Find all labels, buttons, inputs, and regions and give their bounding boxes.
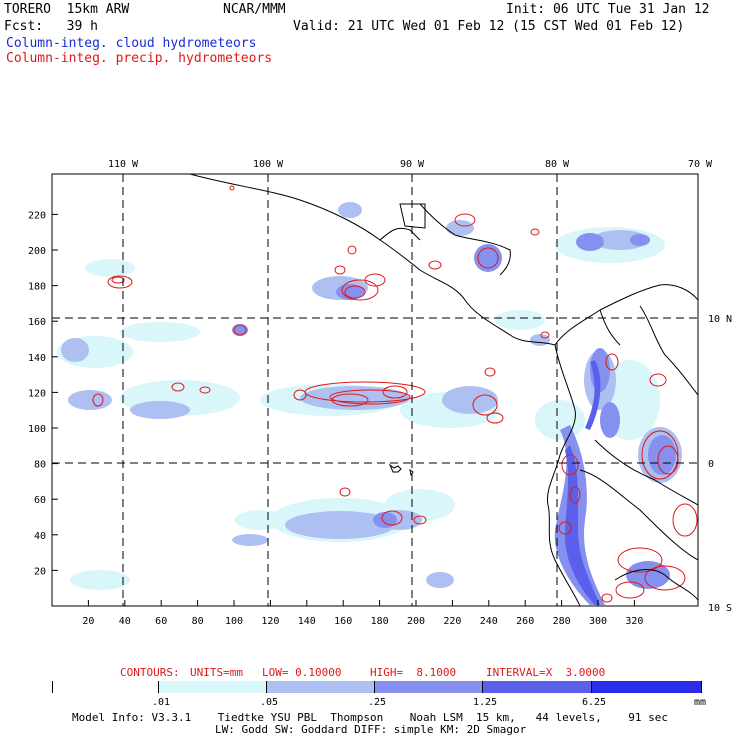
colorbar-cell-4 [483,681,592,693]
y-tick-label: 180 [28,282,46,293]
forecast-hour: Fcst: 39 h [4,19,98,34]
x-tick-label: 300 [589,616,607,627]
colorbar-label-2: .25 [368,697,387,708]
colorbar-cell-5 [592,681,701,693]
lon-label-90w: 90 W [400,159,425,170]
y-tick-label: 160 [28,317,46,328]
contours-interval: INTERVAL=X 3.0000 [486,666,606,679]
lon-label-100w: 100 W [253,159,284,170]
org-label: NCAR/MMM [223,2,286,17]
lat-label-10n: 10 N [708,314,732,325]
lat-label-10s: 10 S [708,603,732,614]
colorbar-cell-3 [375,681,483,693]
contours-high: HIGH= 8.1000 [370,666,457,679]
colorbar-unit: mm [694,697,707,708]
y-tick-label: 80 [34,460,46,471]
y-tick-label: 220 [28,210,46,221]
x-tick-label: 100 [225,616,243,627]
y-tick-label: 40 [34,531,46,542]
plot-frame [51,173,699,607]
contours-title: CONTOURS: [120,666,180,679]
legend-cloud-field: Column-integ. cloud hydrometeors [6,36,257,51]
lon-label-110w: 110 W [108,159,139,170]
model-title: TORERO 15km ARW [4,2,130,17]
y-tick-label: 20 [34,566,46,577]
hydrometeor-field [57,174,698,606]
x-tick-label: 320 [625,616,643,627]
y-tick-label: 60 [34,495,46,506]
x-tick-label: 240 [480,616,498,627]
x-tick-label: 280 [553,616,571,627]
colorbar-label-1: .05 [260,697,279,708]
colorbar-label-3: 1.25 [473,697,498,708]
x-axis-labels: 20 40 60 80 100 120 140 160 180 200 220 240 260 280 30… [82,616,643,627]
x-tick-label: 80 [192,616,204,627]
y-tick-label: 120 [28,388,46,399]
y-axis-labels: 220 200 180 160 140 120 100 80 60 40 20 [28,210,46,577]
colorbar-cell-1 [159,681,267,693]
x-tick-label: 40 [119,616,131,627]
x-tick-label: 20 [82,616,94,627]
y-tick-label: 100 [28,424,46,435]
y-tick-label: 200 [28,246,46,257]
contours-low: LOW= 0.10000 [262,666,342,679]
lat-label-0: 0 [708,459,714,470]
colorbar-label-4: 6.25 [582,697,607,708]
colorbar-cell-2 [267,681,375,693]
x-tick-label: 140 [298,616,316,627]
init-time: Init: 06 UTC Tue 31 Jan 12 [506,2,710,17]
lon-label-80w: 80 W [545,159,570,170]
x-tick-label: 200 [407,616,425,627]
axis-ticks [52,213,635,606]
model-info-line2: LW: Godd SW: Goddard DIFF: simple KM: 2D… [215,723,527,736]
x-tick-label: 60 [155,616,167,627]
y-tick-label: 140 [28,353,46,364]
model-info-line1: Model Info: V3.3.1 Tiedtke YSU PBL Thomp… [72,711,669,724]
colorbar-label-0: .01 [152,697,171,708]
x-tick-label: 160 [334,616,352,627]
x-tick-label: 180 [371,616,389,627]
lat-lon-grid [52,174,698,606]
colorbar-cell-0 [53,681,159,693]
lon-label-70w: 70 W [688,159,713,170]
legend-precip-field: Column-integ. precip. hydrometeors [6,51,273,66]
x-tick-label: 220 [443,616,461,627]
x-tick-label: 260 [516,616,534,627]
contours-units: UNITS=mm [190,666,243,679]
x-tick-label: 120 [261,616,279,627]
valid-time: Valid: 21 UTC Wed 01 Feb 12 (15 CST Wed … [293,19,685,34]
